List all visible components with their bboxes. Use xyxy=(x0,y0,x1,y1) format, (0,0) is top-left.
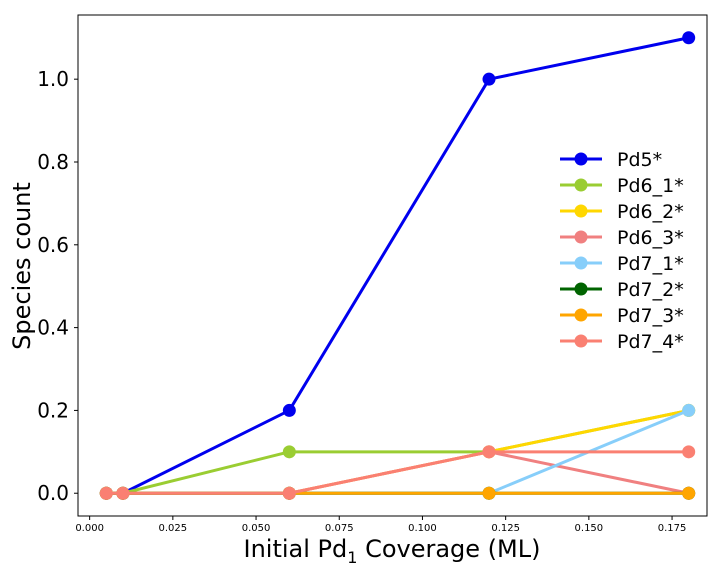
legend-label: Pd5* xyxy=(617,149,662,171)
legend-label: Pd6_1* xyxy=(617,175,684,197)
legend-marker xyxy=(574,282,588,296)
x-tick-label: 0.075 xyxy=(325,523,354,534)
data-point xyxy=(282,445,296,459)
x-tick-label: 0.150 xyxy=(575,523,604,534)
legend-label: Pd7_3* xyxy=(617,305,684,327)
x-tick-label: 0.125 xyxy=(491,523,520,534)
y-tick-label: 0.6 xyxy=(37,233,69,257)
legend-item: Pd6_2* xyxy=(560,201,684,223)
legend-marker xyxy=(574,334,588,348)
plot-area xyxy=(77,14,708,517)
legend-label: Pd7_1* xyxy=(617,253,684,275)
x-axis-ticks: 0.000 0.025 0.050 0.075 0.100 0.125 0.150 0.175 xyxy=(75,516,686,534)
legend-marker xyxy=(574,178,588,192)
legend-item: Pd7_2* xyxy=(560,279,684,301)
x-tick-label: 0.175 xyxy=(658,523,687,534)
data-point xyxy=(482,72,496,86)
legend-item: Pd7_4* xyxy=(560,331,684,353)
y-tick-label: 0.0 xyxy=(37,481,69,505)
data-point xyxy=(116,486,130,500)
data-point xyxy=(682,31,696,45)
legend-marker xyxy=(574,256,588,270)
legend-label: Pd7_2* xyxy=(617,279,684,301)
legend-item: Pd6_1* xyxy=(560,175,684,197)
data-point xyxy=(682,486,696,500)
x-tick-label: 0.000 xyxy=(75,523,104,534)
data-point xyxy=(482,486,496,500)
x-axis-label: Initial Pd1 Coverage (ML) xyxy=(244,535,541,567)
data-point xyxy=(682,403,696,417)
data-point xyxy=(99,486,113,500)
data-point xyxy=(482,445,496,459)
legend-marker xyxy=(574,152,588,166)
legend-marker xyxy=(574,308,588,322)
y-tick-label: 1.0 xyxy=(37,67,69,91)
data-point xyxy=(282,486,296,500)
y-axis-ticks: 0.0 0.2 0.4 0.6 0.8 1.0 xyxy=(37,67,78,505)
x-tick-label: 0.025 xyxy=(159,523,188,534)
legend-marker xyxy=(574,230,588,244)
legend-item: Pd5* xyxy=(560,149,662,171)
y-tick-label: 0.8 xyxy=(37,150,69,174)
legend-item: Pd7_3* xyxy=(560,305,684,327)
x-tick-label: 0.050 xyxy=(242,523,271,534)
legend-item: Pd6_3* xyxy=(560,227,684,249)
legend-label: Pd7_4* xyxy=(617,331,684,353)
data-point xyxy=(282,403,296,417)
series-pd7-4 xyxy=(99,445,696,500)
legend-item: Pd7_1* xyxy=(560,253,684,275)
y-tick-label: 0.2 xyxy=(37,398,69,422)
legend-label: Pd6_2* xyxy=(617,201,684,223)
data-point xyxy=(682,445,696,459)
y-tick-label: 0.4 xyxy=(37,316,69,340)
legend-label: Pd6_3* xyxy=(617,227,684,249)
legend-marker xyxy=(574,204,588,218)
x-tick-label: 0.100 xyxy=(408,523,437,534)
legend: Pd5* Pd6_1* Pd6_2* Pd6_3* Pd7_1* Pd7_2* Pd7_3*… xyxy=(560,149,684,353)
y-axis-label: Species count xyxy=(8,182,36,350)
series-layer xyxy=(99,31,696,500)
